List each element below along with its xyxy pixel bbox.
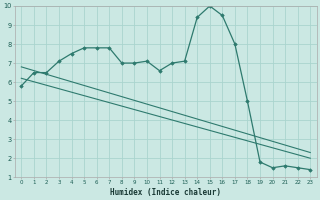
- X-axis label: Humidex (Indice chaleur): Humidex (Indice chaleur): [110, 188, 221, 197]
